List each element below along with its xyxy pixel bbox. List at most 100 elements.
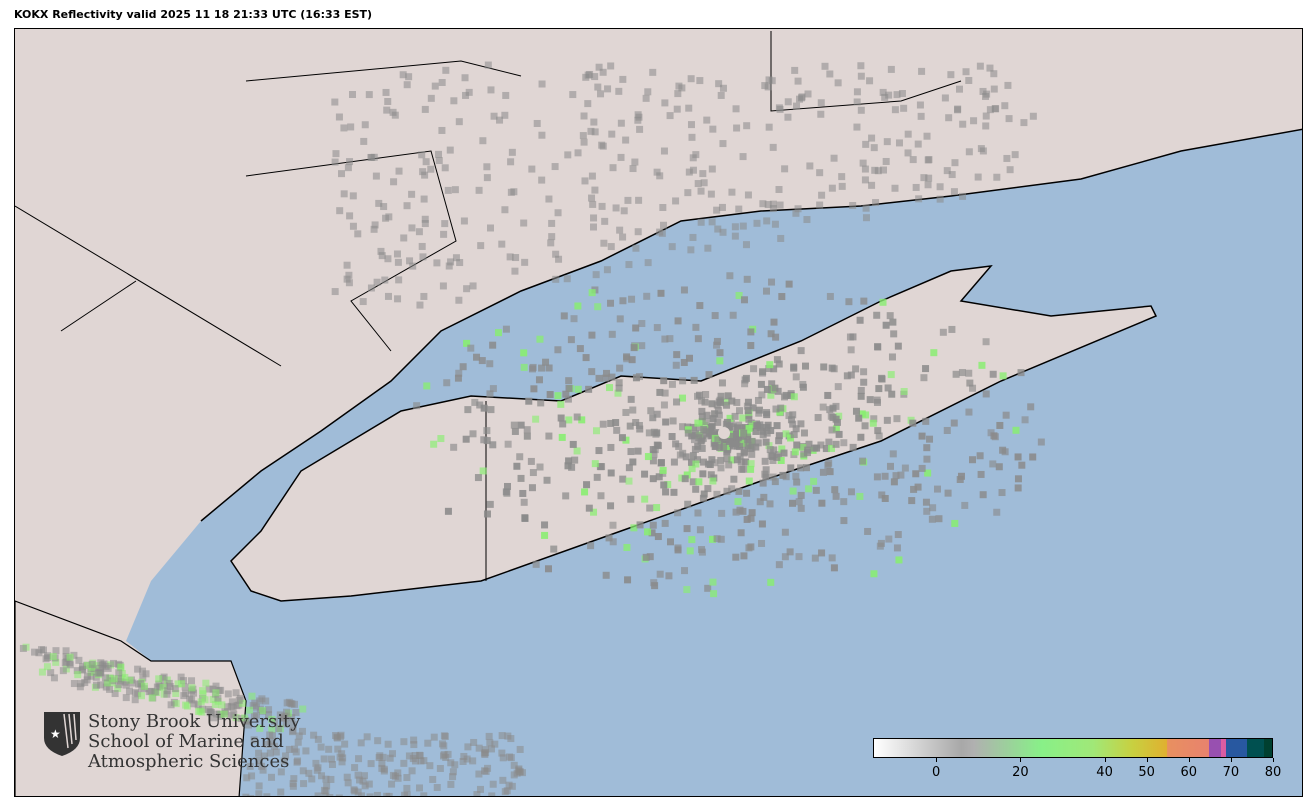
radar-echo <box>660 377 668 385</box>
radar-echo <box>995 463 1003 471</box>
radar-echo <box>797 420 805 428</box>
radar-echo <box>910 485 918 493</box>
radar-echo <box>427 165 435 173</box>
radar-echo <box>607 443 615 451</box>
radar-echo <box>713 490 721 498</box>
radar-echo <box>81 679 89 687</box>
radar-echo <box>378 252 386 260</box>
radar-echo <box>479 137 487 145</box>
radar-echo <box>665 572 673 580</box>
radar-echo <box>748 450 756 458</box>
radar-echo <box>473 353 481 361</box>
radar-echo <box>475 744 483 752</box>
radar-echo <box>891 184 899 192</box>
radar-echo <box>554 346 562 354</box>
radar-echo <box>410 736 418 744</box>
radar-echo <box>484 61 492 69</box>
radar-echo <box>202 679 210 687</box>
radar-echo <box>244 721 252 729</box>
radar-echo <box>742 241 750 249</box>
radar-echo <box>538 176 546 184</box>
radar-echo <box>739 414 747 422</box>
radar-echo <box>714 418 722 426</box>
radar-echo <box>747 460 755 468</box>
radar-echo <box>616 315 624 323</box>
radar-echo <box>925 174 933 182</box>
radar-echo <box>766 361 774 369</box>
radar-echo <box>131 696 139 704</box>
radar-echo <box>429 775 437 783</box>
radar-echo <box>552 275 560 283</box>
radar-echo <box>503 787 511 795</box>
radar-echo <box>160 673 168 681</box>
radar-echo <box>603 266 611 274</box>
radar-echo <box>897 471 905 479</box>
radar-echo <box>554 392 562 400</box>
radar-echo <box>75 656 83 664</box>
radar-echo <box>403 774 411 782</box>
radar-echo <box>599 68 607 76</box>
radar-echo <box>622 408 630 416</box>
radar-echo <box>325 745 333 753</box>
radar-echo <box>803 216 811 224</box>
radar-echo <box>235 701 243 709</box>
radar-echo <box>439 282 447 290</box>
radar-echo <box>847 346 855 354</box>
radar-echo <box>188 696 196 704</box>
radar-echo <box>878 491 886 499</box>
radar-echo <box>742 424 750 432</box>
radar-echo <box>322 787 330 795</box>
radar-echo <box>717 456 725 464</box>
radar-echo <box>881 494 889 502</box>
radar-echo <box>443 379 451 387</box>
radar-echo <box>423 382 431 390</box>
radar-echo <box>924 469 932 477</box>
radar-echo <box>290 775 298 783</box>
radar-echo <box>576 345 584 353</box>
radar-echo <box>403 202 411 210</box>
radar-echo <box>793 478 801 486</box>
radar-echo <box>283 699 291 707</box>
radar-echo <box>265 711 273 719</box>
radar-map[interactable] <box>14 28 1303 797</box>
radar-echo <box>437 435 445 443</box>
radar-echo <box>893 415 901 423</box>
radar-echo <box>649 457 657 465</box>
radar-echo <box>294 757 302 765</box>
radar-echo <box>686 547 694 555</box>
radar-echo <box>464 743 472 751</box>
radar-echo <box>832 440 840 448</box>
radar-echo <box>1006 166 1014 174</box>
radar-echo <box>403 81 411 89</box>
radar-echo <box>469 282 477 290</box>
radar-echo <box>602 571 610 579</box>
radar-echo <box>427 94 435 102</box>
radar-echo <box>773 422 781 430</box>
radar-echo <box>753 421 761 429</box>
radar-echo <box>235 696 243 704</box>
radar-echo <box>70 680 78 688</box>
radar-echo <box>687 458 695 466</box>
radar-echo <box>394 774 402 782</box>
radar-echo <box>763 287 771 295</box>
radar-echo <box>688 133 696 141</box>
radar-echo <box>507 158 515 166</box>
radar-echo <box>49 653 57 661</box>
radar-echo <box>793 102 801 110</box>
radar-echo <box>450 443 458 451</box>
radar-echo <box>421 215 429 223</box>
radar-echo <box>688 536 696 544</box>
radar-echo <box>698 444 706 452</box>
radar-echo <box>843 372 851 380</box>
radar-echo <box>728 485 736 493</box>
radar-echo <box>374 737 382 745</box>
radar-echo <box>769 205 777 213</box>
radar-echo <box>182 701 190 709</box>
radar-echo <box>893 544 901 552</box>
radar-echo <box>599 142 607 150</box>
radar-echo <box>976 452 984 460</box>
radar-echo <box>954 105 962 113</box>
radar-echo <box>862 140 870 148</box>
radar-echo <box>884 384 892 392</box>
radar-echo <box>756 498 764 506</box>
